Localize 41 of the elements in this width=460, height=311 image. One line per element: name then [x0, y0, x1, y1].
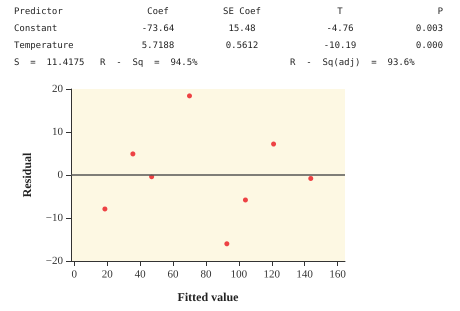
x-tick-label: 20 — [102, 268, 114, 280]
point — [271, 142, 276, 147]
text: -10.19 — [324, 41, 356, 51]
x-tick-label: 40 — [134, 268, 146, 280]
x-tick-label: 160 — [329, 268, 346, 280]
x-axis-title: Fitted value — [178, 290, 240, 304]
text: -4.76 — [326, 24, 354, 34]
y-axis-title: Residual — [20, 152, 34, 198]
point — [186, 93, 192, 98]
y-tick-label: 0 — [58, 169, 64, 181]
point — [224, 241, 230, 246]
text: R - Sq(adj) = 93.6% — [290, 58, 416, 68]
text: 15.48 — [228, 24, 256, 34]
text: Predictor — [14, 7, 64, 17]
x-tick-label: 140 — [296, 268, 314, 280]
text: Constant — [14, 24, 58, 34]
y-tick-label: 20 — [52, 83, 64, 95]
text: -73.64 — [142, 24, 174, 34]
x-tick-label: 60 — [168, 268, 180, 280]
text: P — [438, 7, 444, 17]
x-tick-label: 100 — [230, 268, 248, 280]
y-tick-label: −20 — [46, 255, 64, 267]
y-tick-label: −10 — [46, 212, 64, 224]
text: 0.5612 — [226, 41, 258, 51]
text: Coef — [147, 7, 169, 17]
point — [308, 176, 314, 181]
point — [102, 206, 108, 212]
text: 5.7188 — [142, 41, 174, 51]
point — [242, 197, 248, 202]
x-tick-label: 80 — [200, 268, 212, 280]
x-tick-label: 120 — [264, 268, 281, 280]
x-tick-label: 0 — [72, 268, 78, 280]
text: 0.003 — [416, 24, 443, 34]
text: R - Sq = 94.5% — [100, 58, 198, 68]
point — [130, 151, 136, 156]
text: 0.000 — [416, 41, 443, 51]
text: Temperature — [14, 41, 74, 51]
text: S = 11.4175 — [14, 58, 84, 68]
text: SE Coef — [223, 7, 261, 17]
text: T — [337, 7, 344, 17]
y-tick-label: 10 — [52, 126, 64, 138]
